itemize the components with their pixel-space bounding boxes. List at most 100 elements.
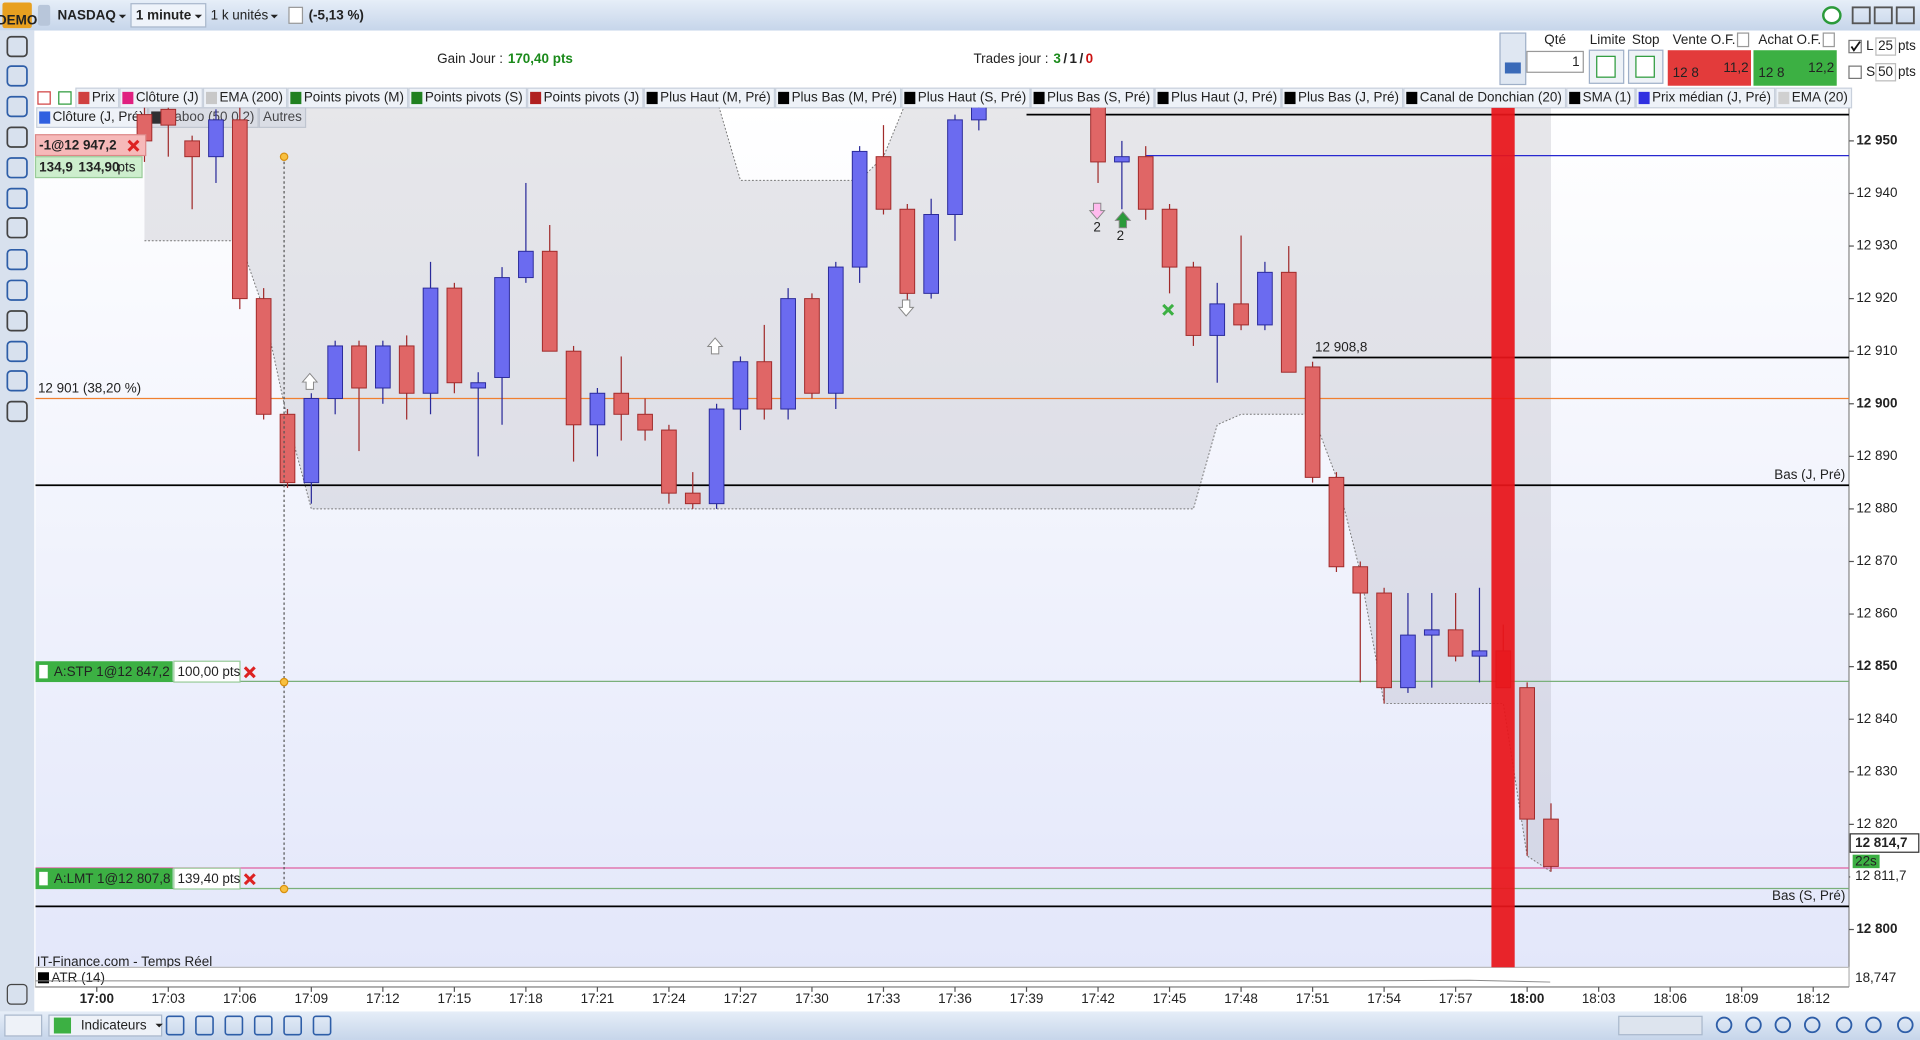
zoom-icon[interactable] — [1745, 1016, 1762, 1034]
timeframe[interactable]: 1 minute — [136, 8, 192, 23]
zoom-icon[interactable] — [1774, 1016, 1792, 1034]
tool-icon[interactable] — [6, 157, 28, 179]
sell-button[interactable] — [1667, 50, 1752, 86]
bottom-icon[interactable] — [312, 1015, 332, 1036]
dropdown-arrow[interactable] — [194, 14, 203, 19]
legend-label[interactable]: Plus Haut (S, Pré) — [918, 90, 1026, 105]
long-value[interactable]: 25 — [1878, 38, 1893, 53]
legend-swatch[interactable] — [78, 91, 90, 105]
long-input[interactable] — [1875, 37, 1897, 56]
legend-item[interactable]: Autres — [258, 107, 307, 128]
draw-button[interactable] — [4, 1014, 43, 1037]
timeframe-box[interactable] — [130, 3, 207, 28]
legend-item[interactable]: Plus Bas (J, Pré) — [1281, 87, 1404, 109]
legend-swatch[interactable] — [1569, 91, 1581, 105]
order-handle[interactable] — [279, 152, 289, 162]
position-box[interactable] — [34, 134, 147, 157]
window-control[interactable] — [1873, 6, 1893, 25]
legend-swatch[interactable] — [904, 91, 916, 105]
legend-swatch[interactable] — [1284, 91, 1296, 105]
close-icon[interactable] — [243, 666, 256, 679]
stop-order-label[interactable]: A:STP 1@12 847,2 — [54, 664, 170, 679]
legend-item[interactable]: Points pivots (J) — [527, 87, 644, 109]
scrollbar[interactable] — [1618, 1015, 1703, 1036]
tool-icon[interactable] — [6, 370, 28, 392]
legend-item-box[interactable] — [287, 87, 409, 109]
dropdown-arrow[interactable] — [155, 1023, 163, 1028]
stop-icon[interactable] — [1635, 55, 1655, 78]
close-icon[interactable] — [127, 139, 140, 152]
legend-label[interactable]: Points pivots (S) — [425, 90, 523, 105]
legend-swatch[interactable] — [1778, 91, 1790, 105]
tool-icon[interactable] — [6, 65, 28, 87]
legend-label[interactable]: Plus Bas (S, Pré) — [1047, 90, 1150, 105]
legend-item-box[interactable] — [643, 87, 776, 109]
legend-swatch[interactable] — [290, 91, 302, 105]
legend-item-box[interactable] — [1403, 87, 1567, 109]
close-stroke[interactable] — [243, 873, 256, 886]
legend-icon[interactable] — [58, 91, 72, 105]
indicators-button[interactable] — [48, 1014, 163, 1037]
legend-item[interactable]: EMA (200) — [202, 87, 288, 109]
units[interactable]: 1 k unités — [211, 8, 269, 23]
limit-order-box[interactable] — [35, 868, 173, 889]
legend-label[interactable]: Clôture (J, Pré) — [53, 109, 144, 124]
legend-swatch[interactable] — [1033, 91, 1045, 105]
legend-label[interactable]: Plus Bas (M, Pré) — [792, 90, 897, 105]
long-check[interactable] — [1850, 41, 1861, 52]
indicators-icon[interactable] — [53, 1017, 72, 1034]
bottom-icon[interactable] — [165, 1015, 185, 1036]
legend-swatch[interactable] — [122, 91, 134, 105]
legend-label[interactable]: Points pivots (J) — [544, 90, 640, 105]
legend-label[interactable]: EMA (20) — [1792, 90, 1848, 105]
legend-label[interactable]: EMA (200) — [219, 90, 283, 105]
tool-icon[interactable] — [6, 310, 28, 332]
close-stroke[interactable] — [1162, 303, 1175, 316]
tool-icon[interactable] — [6, 217, 28, 239]
legend-item[interactable]: Points pivots (S) — [408, 87, 528, 109]
zoom-icon[interactable] — [1897, 1016, 1914, 1034]
info-icon[interactable] — [288, 6, 304, 24]
legend-swatch[interactable] — [205, 91, 217, 105]
limit-drag-icon[interactable] — [39, 871, 48, 886]
legend-swatch[interactable] — [1406, 91, 1418, 105]
legend-label[interactable]: Prix médian (J, Pré) — [1652, 90, 1771, 105]
window-control[interactable] — [1895, 6, 1915, 25]
legend-swatch[interactable] — [646, 91, 658, 105]
legend-item[interactable]: Clôture (J, Pré) — [36, 107, 149, 128]
tool-icon[interactable] — [6, 248, 28, 271]
short-checkbox[interactable] — [1848, 65, 1862, 80]
legend-item-box[interactable] — [408, 87, 528, 109]
legend-item[interactable]: Plus Haut (S, Pré) — [901, 87, 1031, 109]
instrument[interactable]: NASDAQ — [58, 8, 116, 23]
legend-item[interactable]: Clôture (J) — [119, 87, 203, 109]
legend-item-box[interactable] — [901, 87, 1031, 109]
zoom-icon[interactable] — [1865, 1016, 1882, 1034]
legend-item-box[interactable] — [775, 87, 902, 109]
grip[interactable] — [37, 4, 51, 26]
legend-label[interactable]: Plus Haut (M, Pré) — [660, 90, 771, 105]
legend-swatch[interactable] — [1157, 91, 1169, 105]
zoom-icon[interactable] — [1715, 1016, 1733, 1034]
tool-icon[interactable] — [6, 400, 28, 423]
legend-item[interactable]: Plus Haut (M, Pré) — [643, 87, 776, 109]
close-stroke[interactable] — [127, 139, 140, 152]
close-icon[interactable] — [1162, 303, 1175, 316]
legend-item[interactable]: Canal de Donchian (20) — [1403, 87, 1567, 109]
legend-label[interactable]: Clôture (J) — [136, 90, 199, 105]
zoom-icon[interactable] — [1835, 1016, 1853, 1034]
legend-item[interactable]: EMA (20) — [1775, 87, 1853, 109]
legend-item[interactable]: Plus Haut (J, Pré) — [1154, 87, 1282, 109]
indicators-label[interactable]: Indicateurs — [81, 1018, 147, 1033]
buy-prefix[interactable]: 12 8 — [1758, 65, 1784, 80]
tool-icon[interactable] — [6, 983, 28, 1005]
buy-info[interactable] — [1822, 32, 1835, 48]
stop-drag-icon[interactable] — [39, 664, 48, 679]
legend-item-box[interactable] — [1154, 87, 1282, 109]
sell-price[interactable]: 11,2 — [1723, 60, 1748, 75]
legend-label[interactable]: Points pivots (M) — [304, 90, 404, 105]
short-input[interactable] — [1875, 63, 1897, 82]
bottom-icon[interactable] — [195, 1015, 214, 1036]
window-control[interactable] — [1822, 6, 1842, 25]
short-value[interactable]: 50 — [1878, 64, 1893, 79]
